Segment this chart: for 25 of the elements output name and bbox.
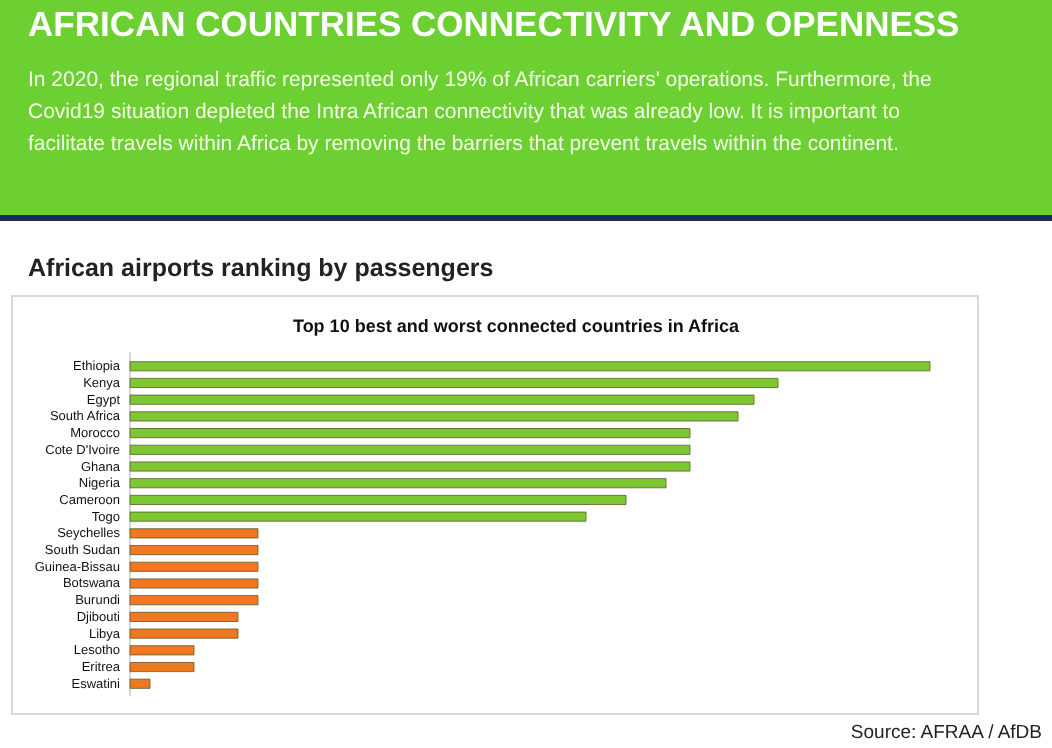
bar: [129, 611, 239, 622]
bar: [129, 545, 259, 556]
bar: [129, 377, 779, 388]
bar: [129, 361, 931, 372]
bar: [129, 511, 587, 522]
bar: [129, 411, 739, 422]
bar: [129, 645, 195, 656]
bar: [129, 461, 691, 472]
text: African airports ranking by passengers: [28, 254, 494, 282]
bar: [129, 394, 755, 405]
bar: [129, 528, 259, 539]
bar: [129, 578, 259, 589]
bar: [129, 678, 151, 689]
source-note: Source: AFRAA / AfDB: [850, 722, 1042, 744]
bar: [129, 428, 691, 439]
bar: [129, 444, 691, 455]
bar: [129, 595, 259, 606]
bar: [129, 494, 627, 505]
bar: [129, 628, 239, 639]
bar: [129, 561, 259, 572]
bar: [129, 662, 195, 673]
chart-title: Top 10 best and worst connected countries in Africa: [292, 316, 742, 336]
text: AFRICAN COUNTRIES CONNECTIVITY AND OPENNESS: [28, 4, 960, 44]
text: In 2020, the regional traffic represented only 19% of African carriers' operations. Furthermore, the Covid19 situation depleted the Intra African connectivity that was already low. It is important to facilitate travels within Africa by removing the barriers that prevent travels within the continent.: [28, 68, 932, 156]
bar: [129, 478, 667, 489]
